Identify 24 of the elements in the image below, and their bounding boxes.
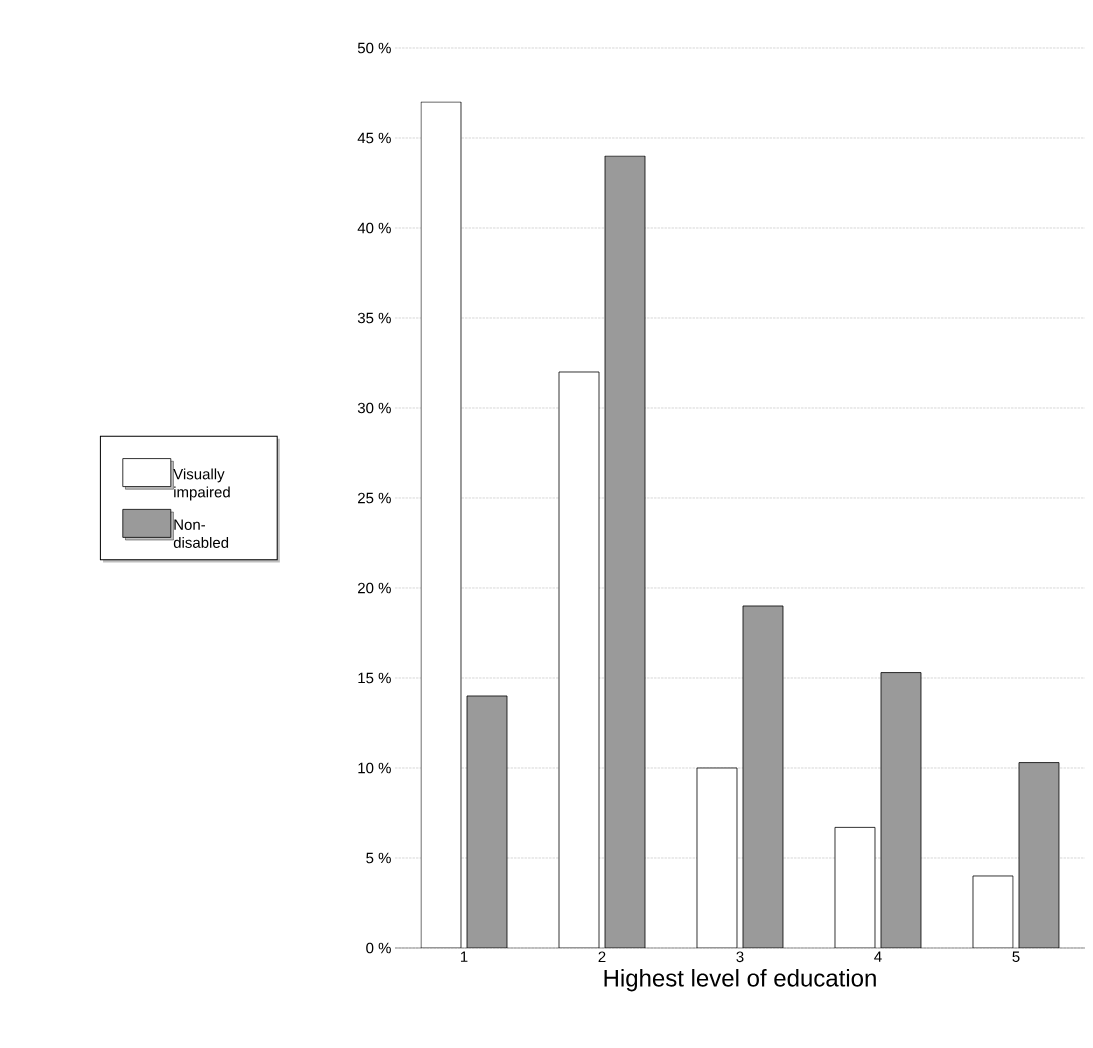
y-tick-label: 40 % <box>357 222 391 234</box>
y-tick-label: 30 % <box>357 402 391 414</box>
bar <box>604 155 646 948</box>
y-tick-label: 20 % <box>358 582 391 594</box>
y-tick-label: 35 % <box>357 312 391 324</box>
y-tick-label: 50 % <box>357 42 391 54</box>
x-tick-label: 1 <box>460 951 468 962</box>
bar <box>742 605 784 948</box>
y-tick-label: 10 % <box>358 762 391 774</box>
x-tick-label: 4 <box>874 951 882 962</box>
y-tick-label: 45 % <box>357 132 391 144</box>
bar <box>1018 762 1060 948</box>
x-tick-label: 3 <box>736 951 744 963</box>
bar <box>880 672 922 948</box>
x-tick-label: 5 <box>1012 951 1020 962</box>
bar <box>466 695 508 948</box>
y-tick-label: 15 % <box>358 672 391 684</box>
x-tick-label: 2 <box>598 951 606 962</box>
legend-label: Non-disabled <box>173 519 229 548</box>
y-tick-label: 25 % <box>358 492 391 504</box>
y-tick-label: 5 % <box>366 852 391 864</box>
legend-label: Visually impaired <box>173 468 230 501</box>
y-tick-label: 0 % <box>366 942 391 954</box>
x-axis-title: Highest level of education <box>604 969 876 992</box>
